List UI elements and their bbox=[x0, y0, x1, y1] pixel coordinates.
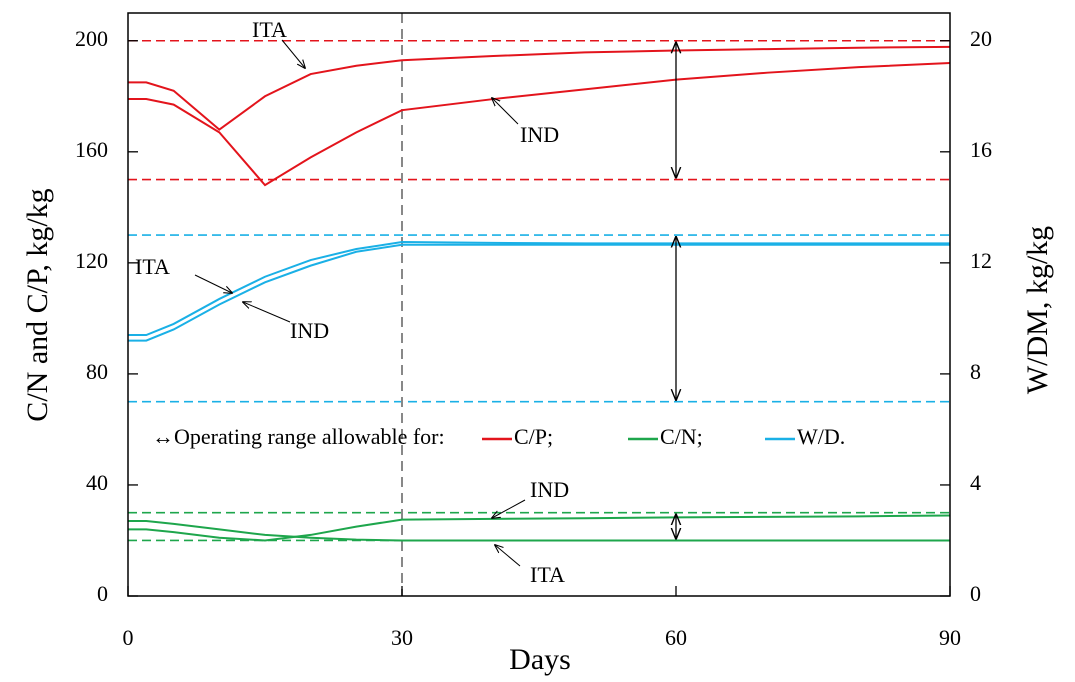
y2-tick-label: 16 bbox=[970, 137, 992, 162]
annotation-pointer bbox=[243, 302, 291, 323]
y-tick-label: 120 bbox=[75, 248, 108, 273]
series-line bbox=[128, 514, 951, 542]
y2-tick-label: 20 bbox=[970, 26, 992, 51]
plot-frame bbox=[127, 12, 951, 597]
series-line bbox=[128, 61, 951, 187]
y2-axis-label: W/DM, kg/kg bbox=[1021, 226, 1054, 394]
x-tick-label: 90 bbox=[939, 625, 961, 650]
y-tick-label: 40 bbox=[86, 470, 108, 495]
series-annotation: ITA bbox=[530, 562, 565, 587]
series-annotation: ITA bbox=[135, 254, 170, 279]
annotation-pointer bbox=[194, 274, 232, 293]
series-annotation: IND bbox=[520, 122, 559, 147]
x-tick-label: 30 bbox=[391, 625, 413, 650]
legend-label: C/P; bbox=[514, 424, 553, 449]
series-annotation: ITA bbox=[252, 17, 287, 42]
legend-label: W/D. bbox=[797, 424, 845, 449]
y-tick-label: 200 bbox=[75, 26, 108, 51]
annotation-pointer bbox=[281, 39, 305, 68]
series-line bbox=[128, 241, 950, 337]
y-tick-label: 160 bbox=[75, 137, 108, 162]
legend-title: ↔Operating range allowable for: bbox=[152, 424, 445, 449]
series-line bbox=[128, 45, 951, 131]
annotation-pointer bbox=[492, 98, 519, 125]
annotation-pointer bbox=[495, 545, 521, 567]
y2-tick-label: 0 bbox=[970, 581, 981, 606]
series-line bbox=[128, 243, 950, 342]
legend-label: C/N; bbox=[660, 424, 703, 449]
x-axis-label: Days bbox=[509, 643, 571, 676]
y-tick-label: 80 bbox=[86, 359, 108, 384]
x-tick-label: 60 bbox=[665, 625, 687, 650]
y-axis-label: C/N and C/P, kg/kg bbox=[21, 188, 54, 421]
annotation-pointer bbox=[492, 499, 526, 518]
series-annotation: IND bbox=[290, 318, 329, 343]
y2-tick-label: 12 bbox=[970, 248, 992, 273]
y2-tick-label: 8 bbox=[970, 359, 981, 384]
x-tick-label: 0 bbox=[123, 625, 134, 650]
series-annotation: IND bbox=[530, 477, 569, 502]
series-line bbox=[128, 520, 950, 542]
y-tick-label: 0 bbox=[97, 581, 108, 606]
y2-tick-label: 4 bbox=[970, 470, 981, 495]
